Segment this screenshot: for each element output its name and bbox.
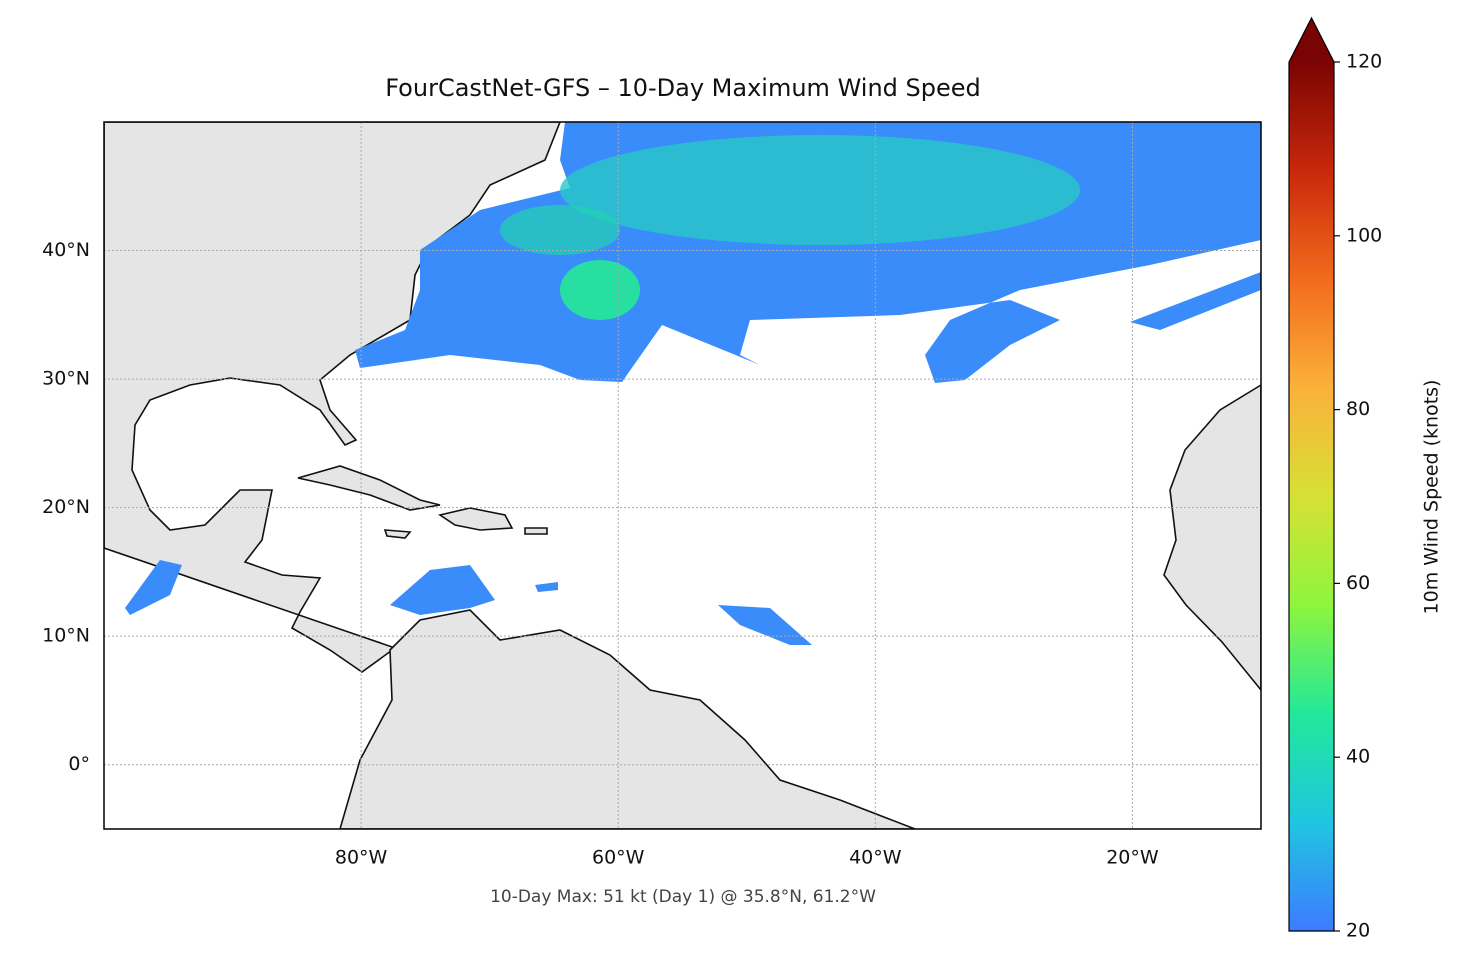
y-tick-label: 0° — [68, 753, 90, 775]
colorbar-label: 10m Wind Speed (knots) — [1421, 380, 1443, 615]
colorbar — [1289, 62, 1334, 931]
colorbar-extend — [1289, 18, 1334, 62]
wind-swath — [1130, 272, 1261, 330]
y-tick-label: 10°N — [42, 625, 90, 647]
grid — [104, 122, 1261, 829]
x-tick-label: 40°W — [849, 847, 902, 869]
wind-swath — [125, 560, 182, 615]
colorbar-tick-label: 20 — [1346, 920, 1370, 942]
x-tick-label: 80°W — [335, 847, 388, 869]
wind-swath — [560, 260, 640, 320]
x-tick-label: 20°W — [1106, 847, 1159, 869]
north-america — [104, 122, 561, 673]
wind-swath — [560, 135, 1080, 245]
africa — [1163, 384, 1261, 692]
wind-swath — [390, 565, 495, 615]
y-tick-label: 40°N — [42, 239, 90, 261]
y-tick-label: 20°N — [42, 496, 90, 518]
colorbar-frame — [1288, 16, 1335, 932]
plot-frame — [103, 121, 1262, 830]
jamaica — [383, 529, 412, 539]
colorbar-tick-label: 60 — [1346, 572, 1370, 594]
colorbar-tick-label: 80 — [1346, 398, 1370, 420]
cuba — [297, 465, 441, 511]
puerto-rico — [524, 527, 548, 535]
colorbar-tick-label: 40 — [1346, 746, 1370, 768]
wind-swath — [500, 205, 620, 255]
y-tick-label: 30°N — [42, 368, 90, 390]
annotation: 10-Day Max: 51 kt (Day 1) @ 35.8°N, 61.2… — [490, 887, 876, 907]
south-america — [339, 609, 916, 829]
colorbar-tick-label: 100 — [1346, 224, 1382, 246]
chart-title: FourCastNet-GFS – 10-Day Maximum Wind Sp… — [385, 74, 981, 102]
wind-swath — [718, 605, 812, 645]
wind-swath — [535, 582, 558, 592]
map — [104, 122, 1261, 829]
colorbar-tick-label: 120 — [1346, 51, 1382, 73]
x-tick-label: 60°W — [592, 847, 645, 869]
